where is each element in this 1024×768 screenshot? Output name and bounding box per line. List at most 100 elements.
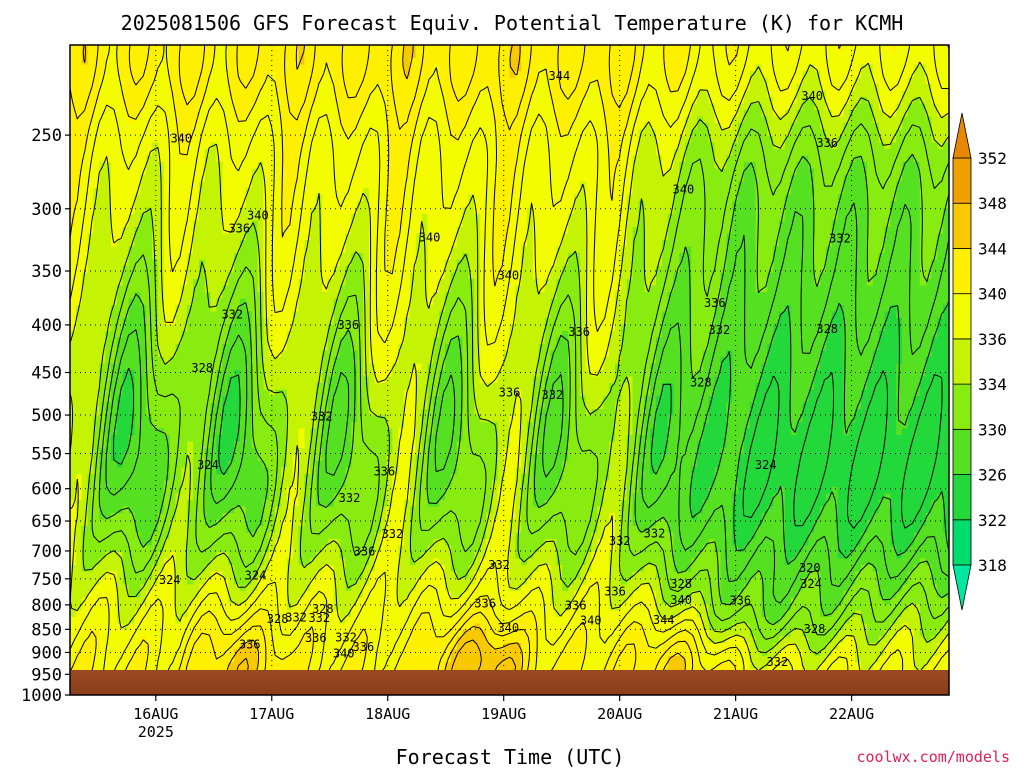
field-cell [538,84,546,92]
field-cell [509,51,516,59]
field-cell [620,110,628,118]
field-cell [767,45,774,53]
field-cell [345,246,352,254]
field-cell [585,162,593,170]
field-cell [163,77,171,85]
field-cell [70,142,77,150]
field-cell [861,90,868,98]
field-cell [433,188,440,196]
field-cell [169,155,177,163]
field-cell [761,253,768,261]
field-cell [638,214,645,222]
field-cell [574,194,581,202]
field-cell [480,168,487,176]
field-cell [896,240,903,248]
field-cell [714,220,722,228]
field-cell [345,51,352,59]
field-cell [363,129,370,137]
field-cell [702,90,710,98]
field-cell [814,149,821,157]
chart-title: 2025081506 GFS Forecast Equiv. Potential… [121,11,904,35]
field-cell [697,103,704,111]
field-cell [603,253,610,261]
field-cell [193,129,200,137]
field-cell [351,253,358,261]
field-cell [532,58,540,66]
field-cell [351,64,358,72]
field-cell [884,246,891,254]
field-cell [896,71,903,79]
field-cell [556,103,563,111]
field-cell [527,155,534,163]
field-cell [234,142,241,150]
field-cell [943,51,949,59]
field-cell [831,188,839,196]
field-cell [890,129,897,137]
field-cell [626,84,634,92]
field-cell [650,90,657,98]
field-cell [697,246,704,254]
field-cell [702,240,710,248]
field-cell [562,162,569,170]
field-cell [198,45,206,53]
field-cell [380,84,388,92]
field-cell [374,45,382,53]
field-cell [913,233,921,241]
field-cell [105,220,112,228]
field-cell [187,77,194,85]
field-cell [673,188,681,196]
field-cell [415,194,423,202]
field-cell [269,123,276,131]
field-cell [234,253,241,261]
field-cell [913,168,921,176]
field-cell [556,233,563,241]
field-cell [351,71,358,79]
field-cell [251,84,259,92]
field-cell [890,116,897,124]
field-cell [497,116,505,124]
field-cell [574,77,581,85]
field-cell [480,97,487,105]
field-cell [720,45,727,53]
field-cell [843,194,850,202]
field-cell [234,71,241,79]
field-cell [574,220,581,228]
field-cell [538,188,546,196]
field-cell [351,214,358,222]
field-cell [433,194,440,202]
field-cell [357,77,364,85]
field-cell [685,110,692,118]
field-cell [562,175,569,183]
field-cell [503,71,511,79]
field-cell [122,97,130,105]
field-cell [398,246,405,254]
field-cell [767,214,774,222]
field-cell [339,227,347,235]
field-cell [281,188,288,196]
field-cell [304,175,311,183]
field-cell [327,155,335,163]
field-cell [556,220,563,228]
field-cell [550,136,557,144]
field-cell [392,240,399,248]
field-cell [732,175,739,183]
field-cell [357,181,364,189]
field-cell [216,188,223,196]
field-cell [181,214,188,222]
field-cell [409,97,417,105]
field-cell [445,58,452,66]
field-cell [128,129,136,137]
field-cell [532,233,540,241]
field-cell [128,233,136,241]
field-cell [767,84,774,92]
field-cell [579,220,587,228]
field-cell [198,136,206,144]
field-cell [486,103,493,111]
field-cell [456,201,464,209]
field-cell [140,97,147,105]
field-cell [275,45,282,53]
field-cell [802,175,809,183]
field-cell [937,181,944,189]
field-cell [738,227,745,235]
field-cell [257,123,264,131]
